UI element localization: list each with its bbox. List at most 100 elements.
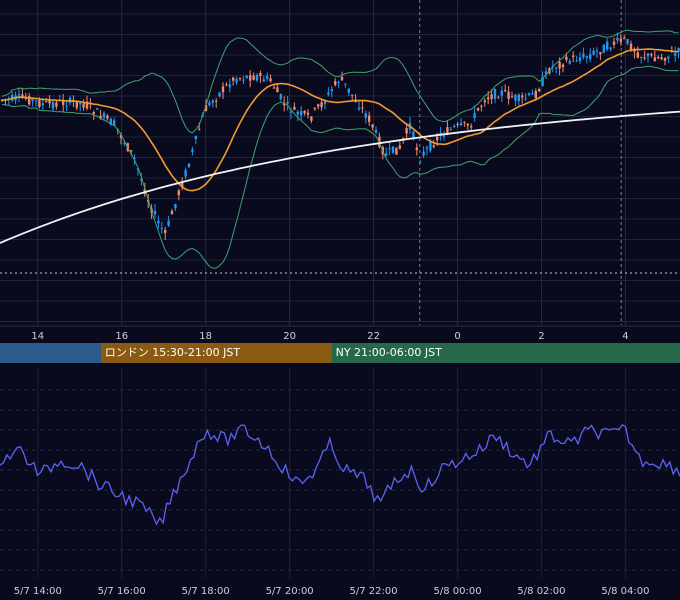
- candle-body: [534, 90, 537, 99]
- candle-body: [181, 181, 184, 188]
- candle-body: [609, 47, 612, 50]
- candle-body: [568, 60, 571, 64]
- candle-body: [232, 77, 235, 81]
- candle-body: [28, 96, 31, 105]
- candle-body: [79, 102, 82, 105]
- candle-body: [456, 123, 459, 125]
- candle-body: [364, 113, 367, 118]
- candle-body: [371, 124, 374, 128]
- candle-body: [109, 118, 112, 126]
- candle-body: [504, 90, 507, 92]
- candle-body: [514, 94, 517, 101]
- candle-body: [660, 57, 663, 60]
- candle-body: [395, 147, 398, 155]
- candle-body: [385, 153, 388, 156]
- candle-body: [106, 115, 109, 119]
- candle-body: [544, 71, 548, 75]
- candle-body: [31, 98, 34, 102]
- candle-body: [92, 112, 95, 115]
- candle-body: [674, 53, 677, 56]
- session-band-london: ロンドン 15:30-21:00 JST: [100, 343, 332, 363]
- candle-body: [585, 56, 588, 58]
- candle-body: [17, 93, 21, 96]
- candle-body: [531, 93, 534, 95]
- candle-body: [595, 50, 599, 52]
- candle-body: [453, 125, 456, 127]
- candle-body: [650, 53, 653, 56]
- candle-body: [646, 53, 650, 57]
- candle-body: [463, 121, 466, 123]
- candle-body: [38, 100, 41, 107]
- candle-body: [310, 116, 313, 121]
- osc-x-tick-label: 5/7 22:00: [350, 586, 398, 597]
- candle-body: [55, 102, 58, 107]
- oscillator-line: [0, 423, 680, 526]
- candle-body: [269, 78, 272, 82]
- candle-body: [555, 67, 558, 69]
- session-label-london: ロンドン 15:30-21:00 JST: [104, 346, 241, 359]
- candle-body: [636, 52, 639, 58]
- candle-body: [490, 94, 493, 100]
- candle-body: [245, 75, 248, 78]
- candle-body: [493, 89, 497, 99]
- candle-body: [388, 147, 391, 150]
- price-x-tick-label: 14: [31, 331, 44, 342]
- candle-body: [119, 135, 123, 138]
- price-x-tick-label: 22: [367, 331, 380, 342]
- candle-body: [283, 102, 286, 106]
- candle-body: [657, 56, 660, 59]
- osc-x-tick-label: 5/7 18:00: [182, 586, 230, 597]
- candle-body: [629, 43, 633, 51]
- candle-body: [160, 228, 163, 230]
- candle-body: [221, 86, 225, 93]
- candle-body: [337, 81, 340, 83]
- candle-body: [208, 102, 211, 106]
- candle-body: [198, 128, 201, 130]
- candle-body: [164, 229, 167, 234]
- candle-body: [561, 64, 565, 68]
- candle-body: [85, 101, 89, 109]
- candle-body: [21, 94, 24, 98]
- candle-body: [612, 41, 616, 45]
- candle-body: [279, 93, 282, 100]
- candle-body: [592, 50, 595, 55]
- candle-body: [582, 53, 585, 58]
- candle-body: [48, 99, 51, 104]
- candle-body: [653, 57, 656, 62]
- candle-body: [589, 53, 592, 60]
- candle-body: [41, 103, 44, 106]
- candle-body: [300, 110, 303, 116]
- candle-body: [65, 105, 68, 107]
- candle-body: [425, 147, 429, 149]
- candle-body: [99, 115, 102, 119]
- candle-body: [252, 75, 255, 80]
- candle-body: [286, 101, 289, 104]
- candle-body: [327, 92, 330, 95]
- candle-body: [432, 145, 435, 147]
- price-x-tick-label: 20: [283, 331, 296, 342]
- candle-body: [167, 220, 170, 226]
- candle-body: [340, 76, 344, 81]
- candle-body: [602, 44, 605, 53]
- candle-body: [405, 128, 408, 134]
- candle-body: [153, 210, 157, 215]
- moving-average-mid-line: [1, 48, 679, 192]
- candle-body: [313, 108, 316, 110]
- candle-body: [276, 87, 279, 93]
- candle-body: [507, 91, 510, 99]
- candle-body: [62, 99, 65, 105]
- candle-body: [643, 57, 646, 59]
- candle-body: [361, 107, 364, 109]
- candle-body: [323, 101, 327, 104]
- candle-body: [619, 38, 622, 42]
- candle-body: [303, 110, 306, 114]
- bollinger-lower-band: [1, 65, 679, 269]
- candle-body: [578, 57, 582, 62]
- candle-body: [259, 72, 262, 76]
- candle-body: [565, 56, 568, 60]
- price-x-tick-label: 2: [538, 331, 544, 342]
- session-label-ny: NY 21:00-06:00 JST: [335, 346, 442, 359]
- candle-body: [575, 60, 578, 62]
- candle-body: [317, 104, 320, 107]
- candle-body: [480, 105, 483, 107]
